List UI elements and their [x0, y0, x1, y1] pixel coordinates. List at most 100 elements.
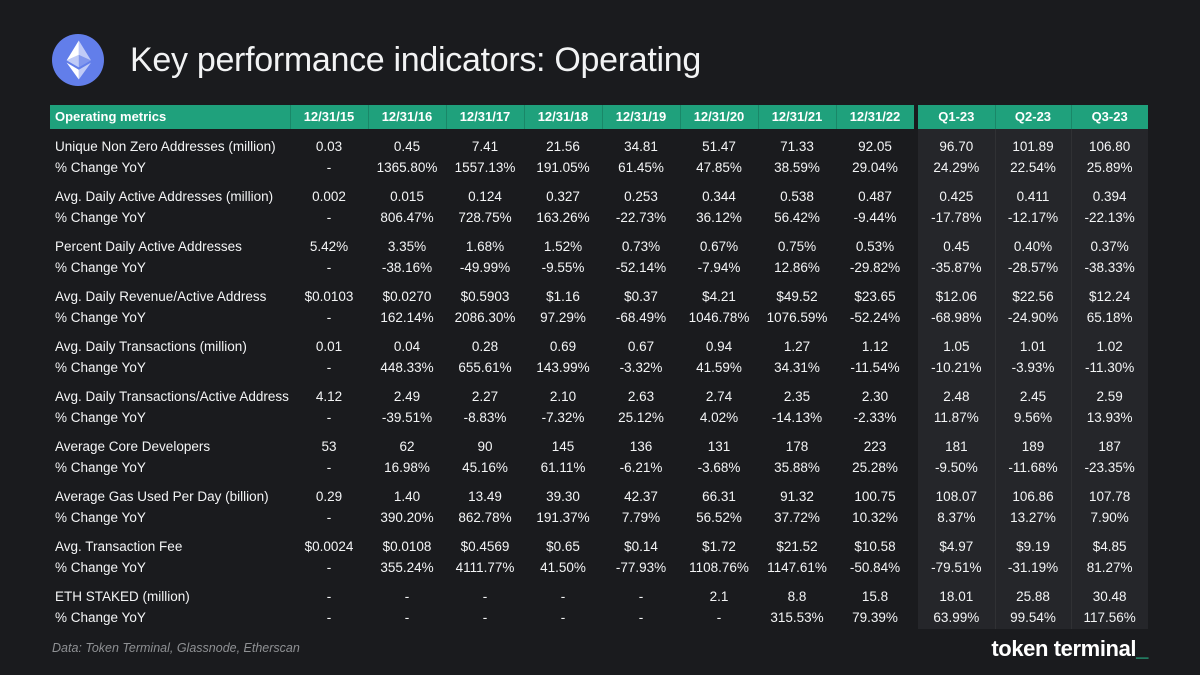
- metric-value-cell: 0.94: [705, 339, 733, 354]
- metric-change-cell: -17.78%: [931, 210, 982, 225]
- metric-value-cell: 96.70: [939, 139, 974, 154]
- metric-change-cell: -68.49%: [615, 310, 667, 325]
- metric-change-cell: -8.83%: [463, 410, 507, 425]
- metric-change-cell: -: [716, 610, 722, 625]
- metric-value-cell: 178: [785, 439, 809, 454]
- metric-value-cell: $0.4569: [460, 539, 510, 554]
- col-header-date: 12/31/15: [290, 105, 368, 129]
- metric-value-cell: 2.49: [393, 389, 421, 404]
- metric-change-cell: 390.20%: [380, 510, 434, 525]
- metric-value-cell: 0.411: [1016, 189, 1050, 204]
- change-row-label: % Change YoY: [55, 560, 146, 575]
- metric-change-cell: 13.27%: [1010, 510, 1056, 525]
- metric-value-cell: $23.65: [854, 289, 896, 304]
- metric-change-cell: -35.87%: [931, 260, 982, 275]
- data-source-note: Data: Token Terminal, Glassnode, Ethersc…: [52, 641, 300, 655]
- metric-change-cell: 63.99%: [933, 610, 980, 625]
- metric-change-cell: 79.39%: [852, 610, 898, 625]
- metric-value-cell: 100.75: [854, 489, 896, 504]
- metric-change-cell: -23.35%: [1084, 460, 1135, 475]
- quarter-column-divider: [994, 129, 996, 629]
- metric-value-cell: 0.53%: [855, 239, 895, 254]
- metric-change-cell: 117.56%: [1083, 610, 1136, 625]
- change-row-label: % Change YoY: [55, 410, 146, 425]
- metric-value-cell: 0.344: [702, 189, 736, 204]
- change-row-label: % Change YoY: [55, 510, 146, 525]
- metric-value-row: Average Gas Used Per Day (billion) 0.29 1.…: [50, 486, 1148, 507]
- metric-value-cell: $4.97: [939, 539, 974, 554]
- metric-value-cell: 2.30: [861, 389, 889, 404]
- metric-name: ETH STAKED (million): [55, 589, 190, 604]
- metric-value-row: Avg. Daily Transactions/Active Address 4.…: [50, 386, 1148, 407]
- metric-value-cell: 15.8: [861, 589, 889, 604]
- metric-value-cell: 25.88: [1016, 589, 1050, 604]
- metric-change-row: % Change YoY - 1365.80% 1557.13% 191.05% 61.4…: [50, 157, 1148, 178]
- metric-change-cell: 25.89%: [1086, 160, 1133, 175]
- metric-change-cell: -: [326, 610, 332, 625]
- metric-change-cell: -12.17%: [1007, 210, 1059, 225]
- metric-change-cell: 22.54%: [1010, 160, 1056, 175]
- metric-change-cell: 1046.78%: [688, 310, 750, 325]
- metric-value-cell: $0.37: [624, 289, 658, 304]
- metric-name: Avg. Daily Revenue/Active Address: [55, 289, 267, 304]
- metric-change-row: % Change YoY - 16.98% 45.16% 61.11% -6.21% -3.…: [50, 457, 1148, 478]
- metric-value-cell: 66.31: [702, 489, 736, 504]
- metric-value-cell: 71.33: [780, 139, 814, 154]
- metric-change-cell: 36.12%: [696, 210, 742, 225]
- metric-value-cell: $0.0024: [304, 539, 354, 554]
- metric-name: Average Gas Used Per Day (billion): [55, 489, 269, 504]
- metric-value-cell: $4.21: [702, 289, 736, 304]
- metric-value-row: Avg. Daily Revenue/Active Address $0.0103…: [50, 286, 1148, 307]
- metric-value-cell: 1.68%: [465, 239, 505, 254]
- metric-value-cell: 3.35%: [387, 239, 427, 254]
- metric-change-cell: -: [326, 360, 332, 375]
- metric-value-cell: $0.5903: [460, 289, 510, 304]
- metric-change-cell: -77.93%: [615, 560, 667, 575]
- col-header-date: 12/31/21: [758, 105, 836, 129]
- metric-name: Percent Daily Active Addresses: [55, 239, 242, 254]
- col-header-date: 12/31/20: [680, 105, 758, 129]
- metric-value-cell: 0.67: [627, 339, 655, 354]
- metric-change-cell: -: [326, 460, 332, 475]
- metric-value-cell: 2.27: [471, 389, 499, 404]
- change-row-label: % Change YoY: [55, 360, 146, 375]
- metric-change-cell: 1076.59%: [766, 310, 828, 325]
- metric-group: Percent Daily Active Addresses 5.42% 3.35%…: [50, 229, 1148, 279]
- metric-value-cell: 101.89: [1012, 139, 1054, 154]
- metric-value-cell: 90: [477, 439, 493, 454]
- metric-value-cell: 30.48: [1092, 589, 1127, 604]
- metric-value-cell: $22.56: [1012, 289, 1054, 304]
- metric-change-row: % Change YoY - 806.47% 728.75% 163.26% -22.73…: [50, 207, 1148, 228]
- metric-value-cell: 131: [707, 439, 731, 454]
- metric-group: Average Core Developers 53 62 90 145 136 131 17…: [50, 429, 1148, 479]
- metric-value-row: Percent Daily Active Addresses 5.42% 3.35%…: [50, 236, 1148, 257]
- token-terminal-wordmark: token terminal_: [991, 636, 1148, 662]
- metric-value-cell: 8.8: [787, 589, 807, 604]
- change-row-label: % Change YoY: [55, 260, 146, 275]
- metric-change-cell: -7.32%: [541, 410, 585, 425]
- metric-value-cell: $0.0103: [304, 289, 354, 304]
- metric-group: Avg. Daily Transactions/Active Address 4.…: [50, 379, 1148, 429]
- metric-change-cell: 16.98%: [384, 460, 430, 475]
- metric-name: Unique Non Zero Addresses (million): [55, 139, 276, 154]
- metric-change-cell: 81.27%: [1086, 560, 1133, 575]
- metric-change-cell: 8.37%: [937, 510, 976, 525]
- metric-value-cell: 0.124: [468, 189, 502, 204]
- metric-change-cell: 38.59%: [774, 160, 820, 175]
- metric-change-cell: -11.68%: [1008, 460, 1058, 475]
- metric-value-row: Average Core Developers 53 62 90 145 136 131 17…: [50, 436, 1148, 457]
- metric-change-cell: -2.33%: [853, 410, 897, 425]
- metric-value-cell: 108.07: [935, 489, 977, 504]
- metric-change-cell: -: [326, 260, 332, 275]
- metric-value-cell: 1.52%: [543, 239, 583, 254]
- metric-change-cell: 99.54%: [1010, 610, 1056, 625]
- col-header-quarter: Q2-23: [994, 105, 1072, 129]
- metric-change-cell: -9.50%: [934, 460, 978, 475]
- metric-value-cell: 2.63: [627, 389, 655, 404]
- metric-name: Avg. Daily Transactions (million): [55, 339, 247, 354]
- metric-change-cell: 9.56%: [1013, 410, 1053, 425]
- metric-value-cell: 0.425: [939, 189, 974, 204]
- metric-group: Avg. Transaction Fee $0.0024 $0.0108 $0.456…: [50, 529, 1148, 579]
- metric-change-cell: 56.52%: [696, 510, 742, 525]
- metric-change-row: % Change YoY - - - - - - 315.53% 79.39% 63.99% 99.…: [50, 607, 1148, 628]
